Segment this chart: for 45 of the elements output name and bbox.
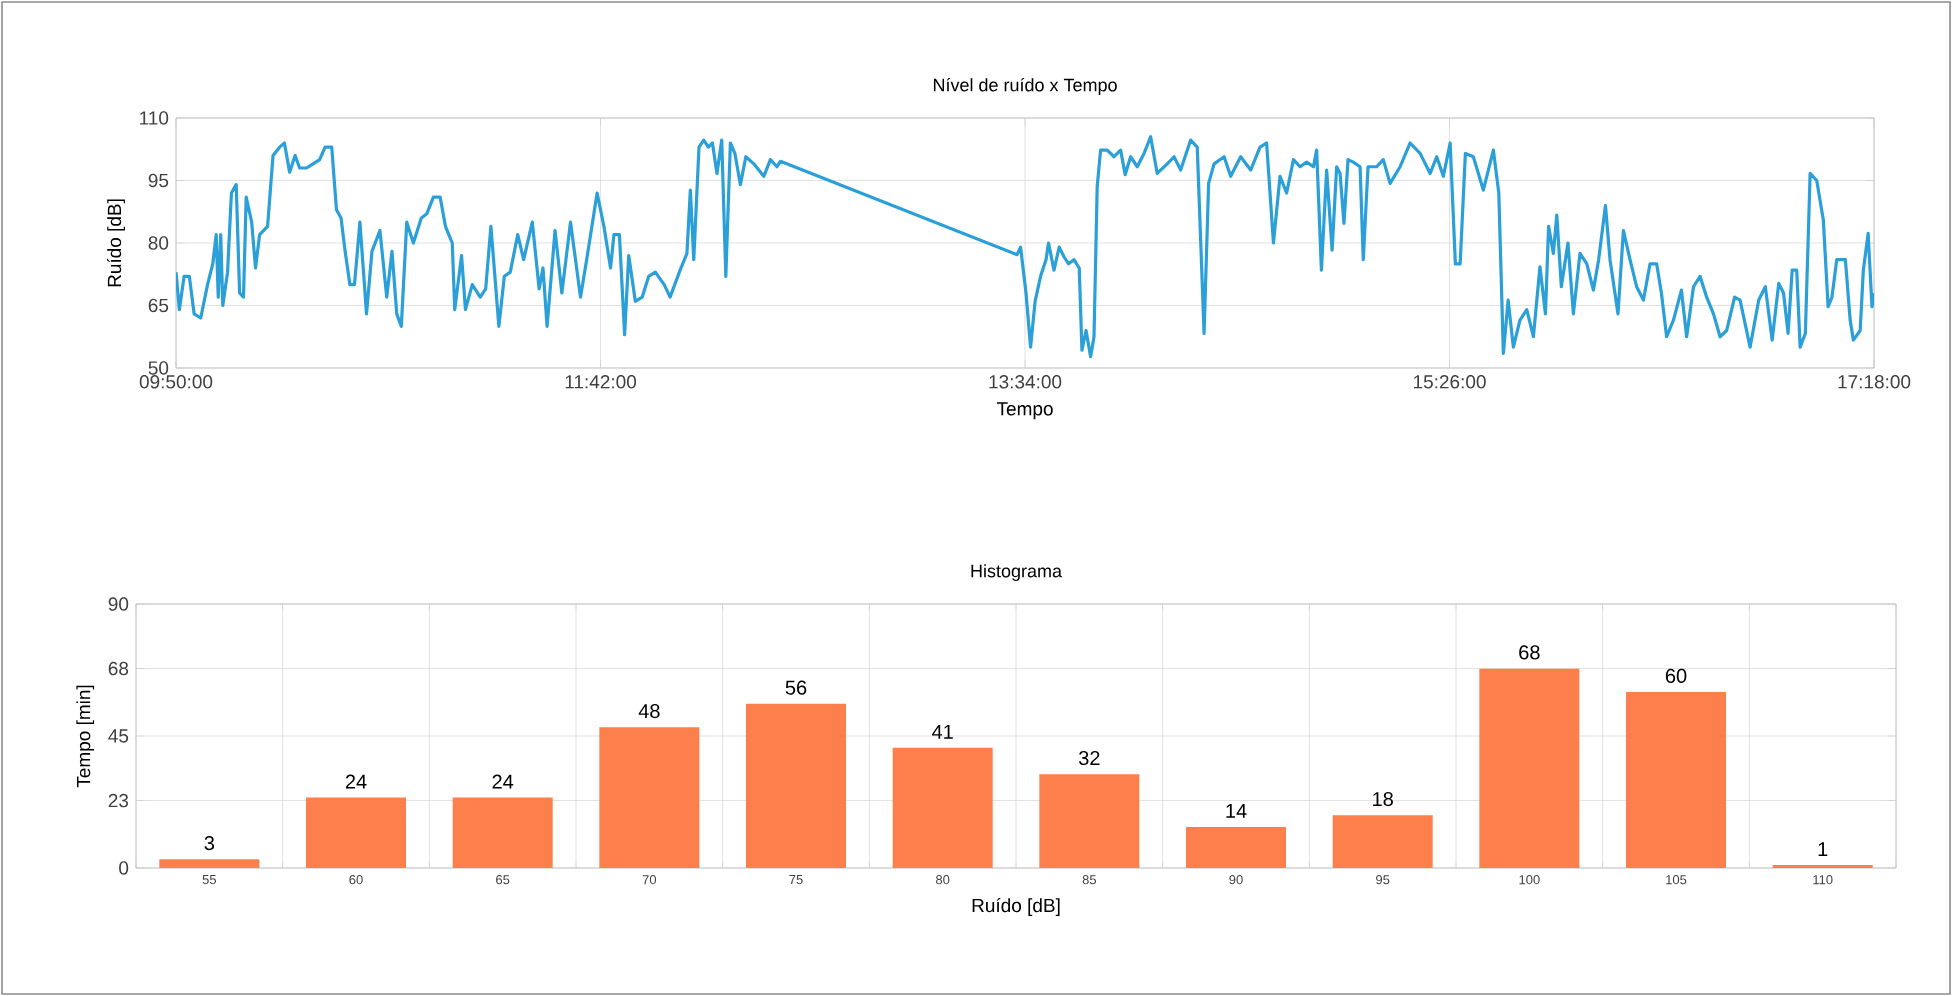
x-tick-label: 13:34:00 xyxy=(989,375,1062,389)
chart-title: Nível de ruído x Tempo xyxy=(933,77,1117,95)
data-label: 68 xyxy=(1519,645,1540,660)
y-tick-label: 95 xyxy=(148,173,169,188)
x-tick-label: 09:50:00 xyxy=(139,375,213,389)
bar xyxy=(452,797,553,868)
y-tick-label: 50 xyxy=(148,361,169,375)
data-label: 41 xyxy=(932,724,953,739)
bar xyxy=(599,727,700,868)
chart-title: Histograma xyxy=(971,564,1063,581)
line-series xyxy=(176,135,1875,359)
x-axis-title: Ruído [dB] xyxy=(972,898,1060,916)
y-tick-label: 110 xyxy=(140,111,169,125)
bar xyxy=(1626,692,1727,868)
y-tick-label: 68 xyxy=(108,661,129,676)
bar xyxy=(159,859,260,868)
data-label: 56 xyxy=(785,680,807,695)
x-tick-label: 15:26:00 xyxy=(1413,375,1486,389)
bar xyxy=(1479,668,1580,868)
data-label: 18 xyxy=(1373,791,1393,807)
y-tick-label: 90 xyxy=(108,597,129,611)
y-tick-label: 65 xyxy=(148,298,169,313)
bar xyxy=(892,747,993,868)
x-axis-title: Tempo xyxy=(996,402,1053,420)
data-label: 1 xyxy=(1818,842,1828,856)
data-label: 3 xyxy=(204,835,215,851)
data-label: 14 xyxy=(1226,804,1247,818)
bar xyxy=(1332,815,1433,868)
bar xyxy=(746,703,847,868)
data-label: 24 xyxy=(345,774,367,789)
bar xyxy=(1039,774,1140,868)
data-label: 48 xyxy=(638,703,660,719)
y-tick-label: 45 xyxy=(108,729,129,743)
y-axis-title: Ruído [dB] xyxy=(106,199,125,287)
bar xyxy=(306,797,407,868)
y-axis-title: Tempo [min] xyxy=(76,685,95,788)
x-tick-label: 17:18:00 xyxy=(1838,375,1911,389)
y-tick-label: 80 xyxy=(148,236,169,250)
bar xyxy=(1186,826,1287,868)
y-tick-label: 23 xyxy=(108,793,129,808)
y-tick-label: 0 xyxy=(119,861,129,875)
x-tick-label: 11:42:00 xyxy=(565,375,637,389)
data-label: 60 xyxy=(1665,668,1687,683)
data-label: 32 xyxy=(1078,750,1100,766)
data-label: 24 xyxy=(492,774,514,789)
